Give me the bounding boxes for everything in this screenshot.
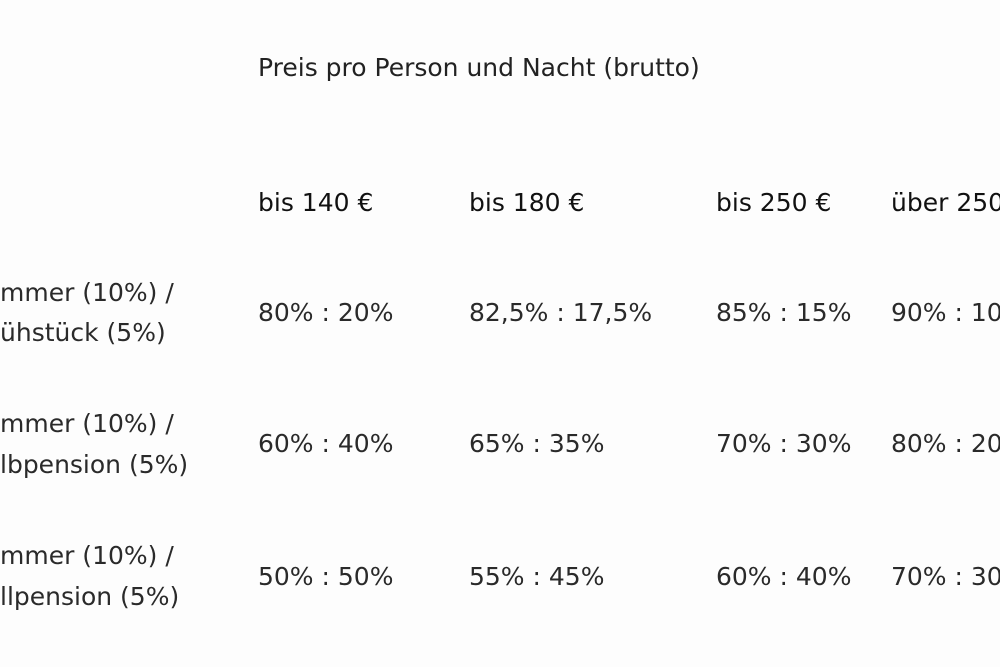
row-label-fruehstueck-line2: ühstück (5%): [0, 318, 166, 347]
column-header-ueber-250: über 250: [891, 188, 1000, 217]
column-header-bis-180: bis 180 €: [469, 188, 585, 217]
table-cell: 80% : 20: [891, 429, 1000, 458]
row-label-halbpension-line1: mmer (10%) /: [0, 409, 174, 438]
row-label-vollpension-line1: mmer (10%) /: [0, 541, 174, 570]
table-cell: 80% : 20%: [258, 298, 394, 327]
table-title: Preis pro Person und Nacht (brutto): [258, 53, 700, 82]
row-label-vollpension-line2: llpension (5%): [0, 582, 180, 611]
row-label-halbpension-line2: lbpension (5%): [0, 450, 189, 479]
table-cell: 60% : 40%: [258, 429, 394, 458]
column-header-bis-140: bis 140 €: [258, 188, 374, 217]
table-cell: 70% : 30%: [716, 429, 852, 458]
table-cell: 60% : 40%: [716, 562, 852, 591]
column-header-bis-250: bis 250 €: [716, 188, 832, 217]
table-cell: 90% : 10: [891, 298, 1000, 327]
table-cell: 82,5% : 17,5%: [469, 298, 653, 327]
table-cell: 85% : 15%: [716, 298, 852, 327]
table-cell: 55% : 45%: [469, 562, 605, 591]
table-cell: 65% : 35%: [469, 429, 605, 458]
row-label-fruehstueck-line1: mmer (10%) /: [0, 278, 174, 307]
table-cell: 50% : 50%: [258, 562, 394, 591]
table-cell: 70% : 30: [891, 562, 1000, 591]
